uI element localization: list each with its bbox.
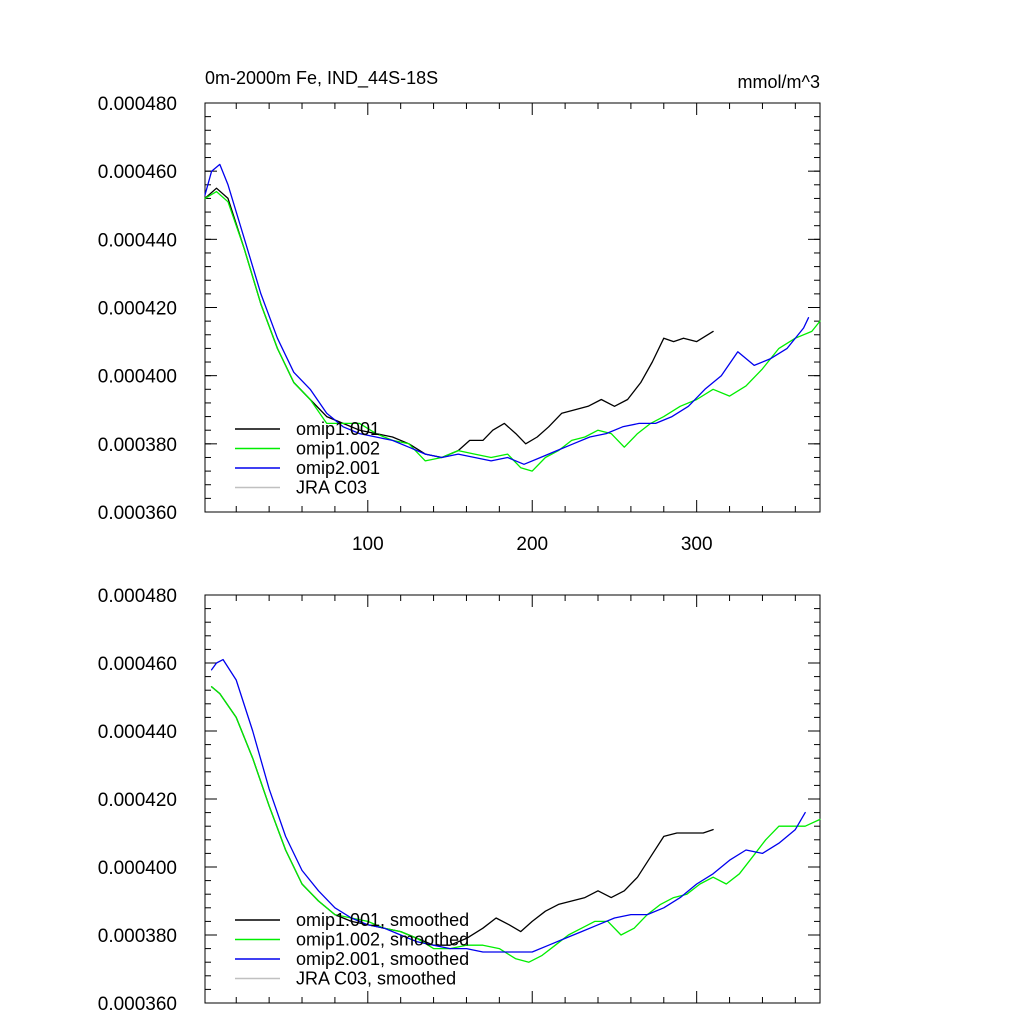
y-tick-label: 0.000420 <box>98 790 177 811</box>
series-line-1 <box>204 190 821 472</box>
x-tick-label: 300 <box>681 534 713 555</box>
series-line-0 <box>204 187 714 459</box>
series-line-2 <box>210 658 806 953</box>
y-tick-label: 0.000480 <box>98 94 177 115</box>
units-label: mmol/m^3 <box>738 72 820 92</box>
y-tick-label: 0.000440 <box>98 230 177 251</box>
legend-label: JRA C03 <box>296 478 367 498</box>
series-line-0 <box>210 686 714 946</box>
top-panel: 0m-2000m Fe, IND_44S-18S mmol/m^3 0.000360… <box>98 68 821 555</box>
legend-label: omip1.002 <box>296 439 380 459</box>
y-tick-label: 0.000360 <box>98 503 177 524</box>
y-tick-label: 0.000440 <box>98 722 177 743</box>
y-tick-label: 0.000380 <box>98 926 177 947</box>
legend-label: omip2.001 <box>296 458 380 478</box>
series-line-2 <box>204 163 810 465</box>
y-tick-label: 0.000420 <box>98 299 177 320</box>
legend-label: omip1.002, smoothed <box>296 930 469 950</box>
x-tick-label: 200 <box>516 534 548 555</box>
y-tick-label: 0.000460 <box>98 162 177 183</box>
chart-title: 0m-2000m Fe, IND_44S-18S <box>205 68 438 89</box>
legend-label: omip2.001, smoothed <box>296 949 469 969</box>
y-tick-label: 0.000480 <box>98 586 177 607</box>
x-tick-label: 100 <box>352 534 384 555</box>
legend-label: JRA C03, smoothed <box>296 969 456 989</box>
y-tick-label: 0.000460 <box>98 654 177 675</box>
bottom-panel: 0.000360 0.000380 0.000400 0.000420 0.000440… <box>98 586 821 1015</box>
y-tick-label: 0.000360 <box>98 994 177 1015</box>
legend-label: omip1.001, smoothed <box>296 910 469 930</box>
y-tick-label: 0.000400 <box>98 858 177 879</box>
y-tick-label: 0.000400 <box>98 367 177 388</box>
y-tick-label: 0.000380 <box>98 435 177 456</box>
legend-label: omip1.001 <box>296 419 380 439</box>
series-line-1 <box>210 686 821 963</box>
